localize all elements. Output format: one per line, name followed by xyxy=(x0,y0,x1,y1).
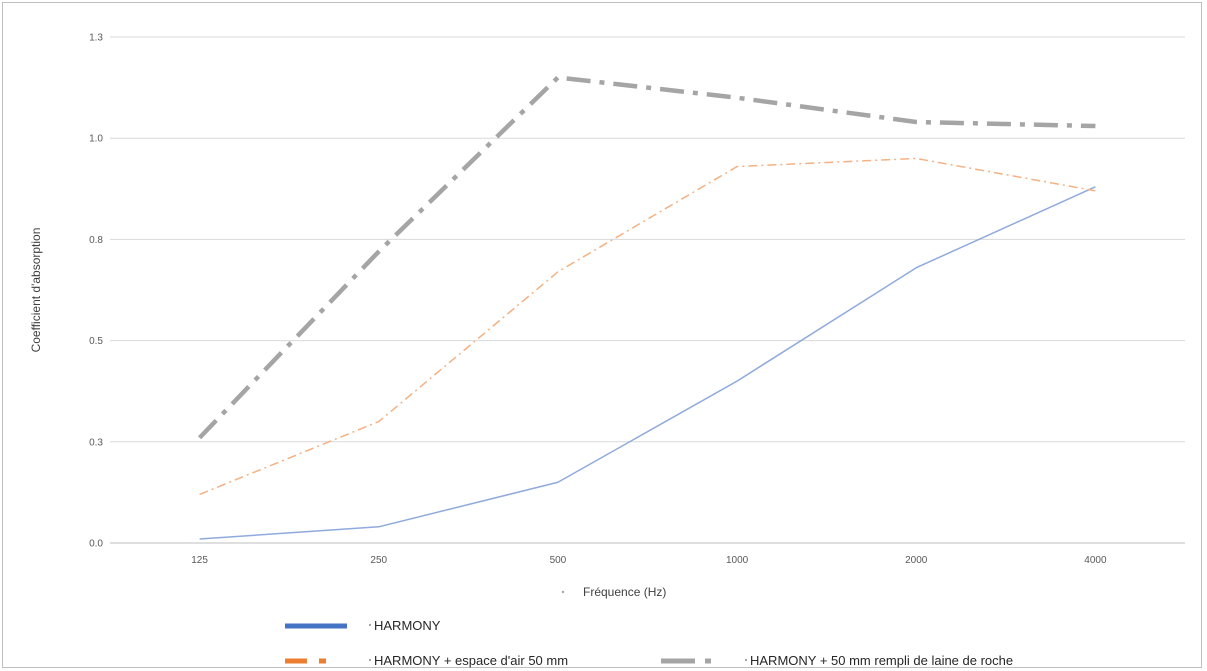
x-tick-label: 500 xyxy=(550,555,567,566)
x-tick-label: 1000 xyxy=(726,555,749,566)
legend-label: HARMONY + espace d'air 50 mm xyxy=(374,653,568,668)
legend-item-2: HARMONY + espace d'air 50 mm xyxy=(285,653,568,668)
y-tick-label: 0.8 xyxy=(89,235,103,246)
legend: HARMONY HARMONY + espace d'air 50 mm HARMO… xyxy=(285,618,1013,668)
x-tick-label: 250 xyxy=(370,555,387,566)
y-tick-label: 1.3 xyxy=(89,33,103,44)
x-axis-title-bullet xyxy=(561,590,565,594)
y-tick-labels: 0.0 0.3 0.5 0.8 1.0 1.3 xyxy=(89,33,103,550)
legend-item-1: HARMONY xyxy=(285,618,441,633)
legend-label: HARMONY + 50 mm rempli de laine de roche xyxy=(750,653,1013,668)
x-axis-title: Fréquence (Hz) xyxy=(561,585,666,599)
legend-bullet xyxy=(368,623,372,627)
x-tick-label: 2000 xyxy=(905,555,928,566)
legend-item-3: HARMONY + 50 mm rempli de laine de roche xyxy=(661,653,1013,668)
y-tick-label: 0.3 xyxy=(89,437,103,448)
x-tick-labels: 125 250 500 1000 2000 4000 xyxy=(191,555,1107,566)
series-line-3 xyxy=(197,75,1096,440)
legend-bullet xyxy=(744,658,748,662)
x-tick-label: 125 xyxy=(191,555,208,566)
x-axis-title-text: Fréquence (Hz) xyxy=(583,585,666,599)
y-axis-title-text: Coefficient d'absorption xyxy=(29,228,43,353)
y-tick-label: 0.5 xyxy=(89,336,103,347)
series-lines xyxy=(197,75,1096,540)
x-tick-label: 4000 xyxy=(1084,555,1107,566)
y-axis-title: Coefficient d'absorption xyxy=(29,228,43,353)
gridlines xyxy=(110,36,1185,443)
legend-label: HARMONY xyxy=(374,618,441,633)
legend-bullet xyxy=(368,658,372,662)
y-tick-label: 0.0 xyxy=(89,539,103,550)
series-line-1 xyxy=(199,186,1096,540)
series-line-2 xyxy=(199,157,1096,496)
y-tick-label: 1.0 xyxy=(89,134,103,145)
